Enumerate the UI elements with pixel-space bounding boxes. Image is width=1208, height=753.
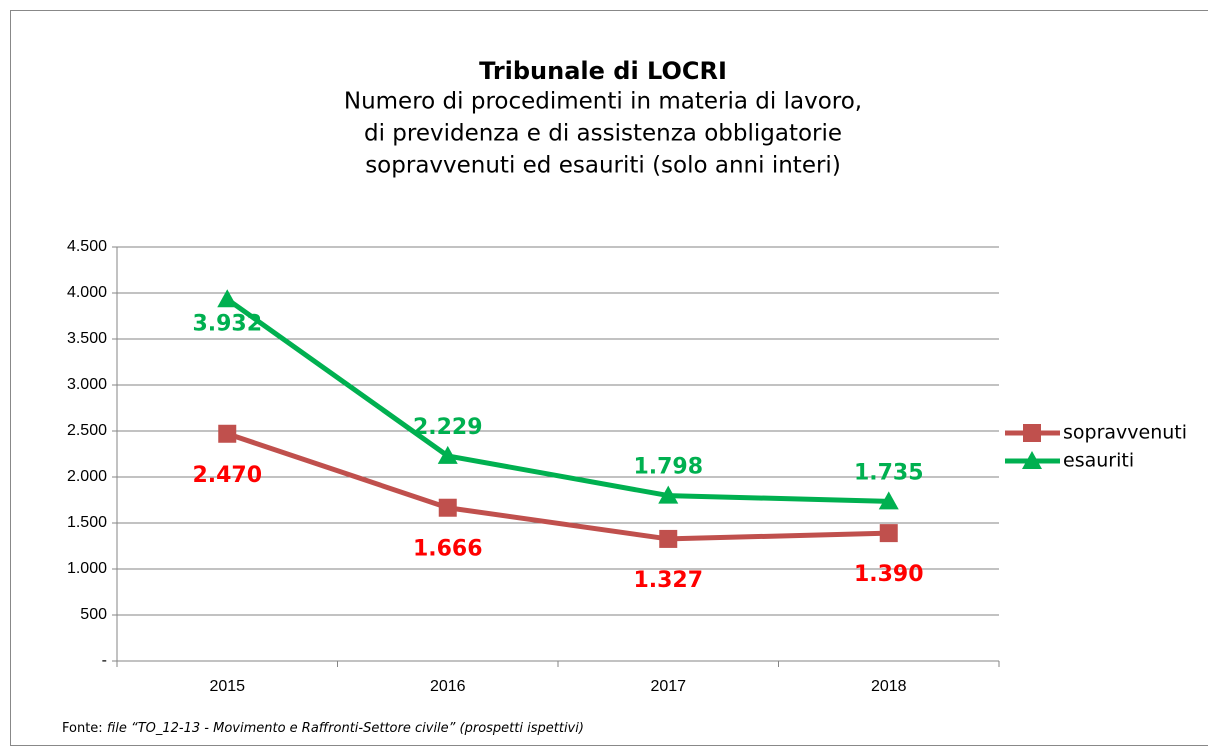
y-tick-label: 4.000 [67,284,107,301]
chart-title: Tribunale di LOCRI [479,57,727,85]
legend-label: sopravvenuti [1063,422,1187,444]
marker [439,499,457,517]
marker [880,524,898,542]
x-tick-label: 2017 [650,678,686,695]
x-tick-label: 2015 [209,678,245,695]
chart-subtitle: Numero di procedimenti in materia di lav… [344,89,862,115]
y-tick-label: 500 [80,606,107,623]
data-label: 3.932 [192,311,262,336]
y-tick-label: 4.500 [67,238,107,255]
y-tick-label: 1.500 [67,514,107,531]
y-tick-label: 3.500 [67,330,107,347]
chart-subtitle: di previdenza e di assistenza obbligator… [364,121,842,147]
marker [659,530,677,548]
data-label: 1.735 [854,460,924,485]
chart-subtitle: sopravvenuti ed esauriti (solo anni inte… [365,153,841,179]
marker [1023,424,1041,442]
source-prefix: Fonte: [62,721,107,736]
data-label: 1.390 [854,562,924,587]
legend-label: esauriti [1063,450,1134,472]
data-label: 1.666 [413,537,483,562]
data-label: 2.229 [413,415,483,440]
data-label: 1.798 [633,455,703,480]
y-tick-label: 2.500 [67,422,107,439]
marker [218,425,236,443]
y-tick-label: 3.000 [67,376,107,393]
y-tick-label: 2.000 [67,468,107,485]
y-tick-label: 1.000 [67,560,107,577]
x-tick-label: 2018 [871,678,907,695]
x-tick-label: 2016 [430,678,466,695]
y-tick-label: - [102,652,107,669]
data-label: 1.327 [633,568,703,593]
data-label: 2.470 [192,463,262,488]
source-text: file “TO_12-13 - Movimento e Raffronti-S… [107,721,584,736]
source: Fonte: file “TO_12-13 - Movimento e Raff… [62,721,584,736]
